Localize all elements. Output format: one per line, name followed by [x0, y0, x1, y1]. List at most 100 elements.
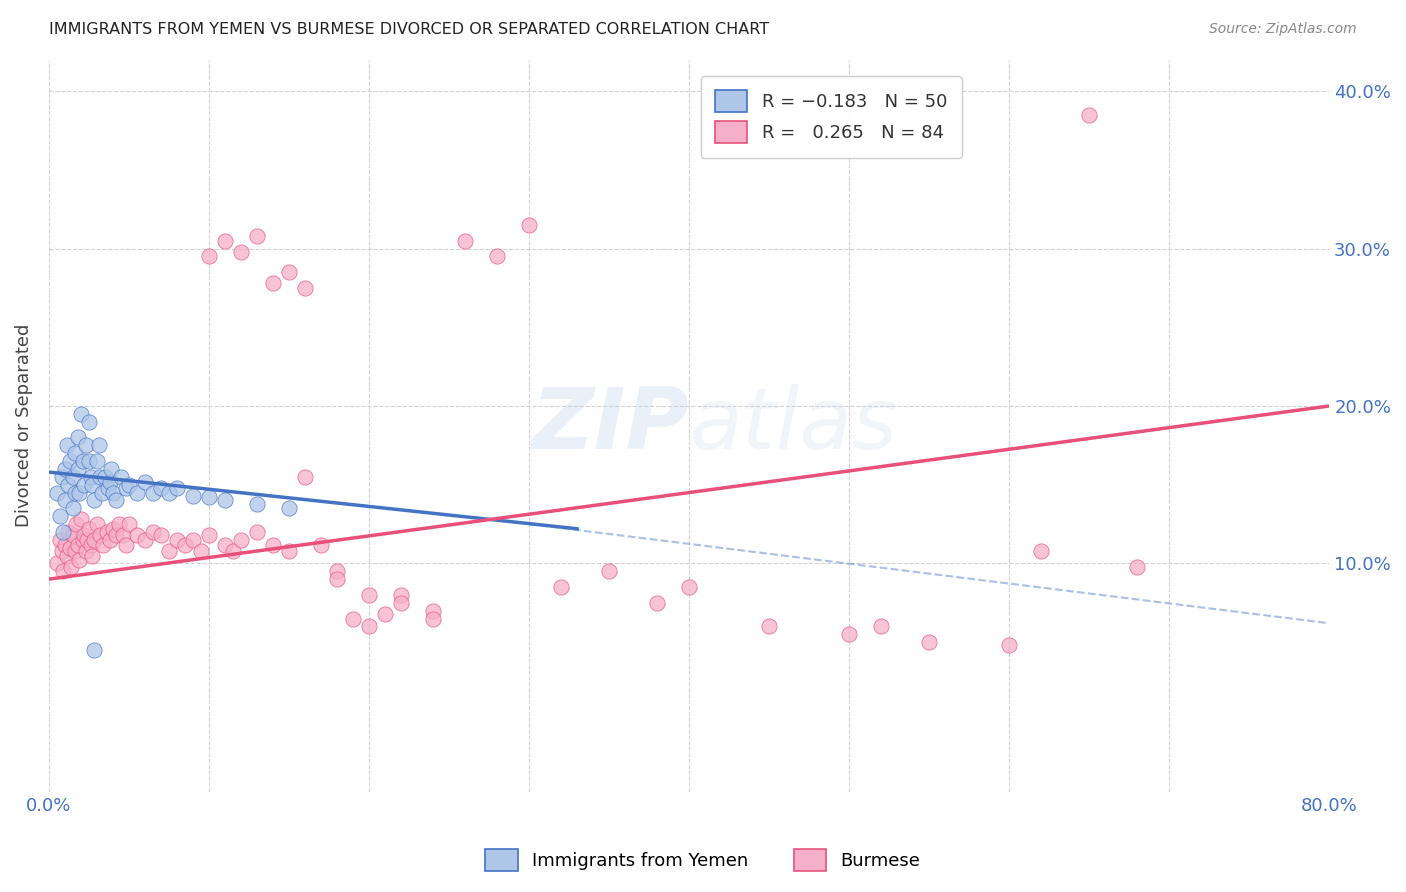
Point	[598, 564, 620, 578]
Point	[63, 544, 86, 558]
Point	[110, 470, 132, 484]
Point	[63, 446, 86, 460]
Point	[83, 643, 105, 657]
Point	[125, 485, 148, 500]
Point	[77, 522, 100, 536]
Point	[118, 477, 141, 491]
Point	[46, 485, 69, 500]
Point	[278, 544, 301, 558]
Point	[105, 528, 128, 542]
Point	[262, 537, 284, 551]
Point	[229, 533, 252, 547]
Point	[52, 524, 75, 539]
Point	[49, 533, 72, 547]
Point	[63, 485, 86, 500]
Point	[111, 528, 134, 542]
Point	[166, 533, 188, 547]
Point	[142, 524, 165, 539]
Point	[190, 544, 212, 558]
Point	[56, 524, 79, 539]
Point	[67, 485, 90, 500]
Point	[59, 541, 82, 555]
Point	[73, 477, 96, 491]
Legend: R = −0.183   N = 50, R =   0.265   N = 84: R = −0.183 N = 50, R = 0.265 N = 84	[700, 76, 962, 158]
Point	[246, 497, 269, 511]
Point	[55, 438, 77, 452]
Y-axis label: Divorced or Separated: Divorced or Separated	[15, 324, 32, 527]
Point	[70, 407, 93, 421]
Point	[214, 493, 236, 508]
Point	[214, 234, 236, 248]
Point	[77, 454, 100, 468]
Point	[86, 516, 108, 531]
Point	[1078, 108, 1101, 122]
Point	[56, 477, 79, 491]
Point	[79, 537, 101, 551]
Point	[294, 281, 316, 295]
Point	[93, 537, 115, 551]
Point	[181, 533, 204, 547]
Point	[174, 537, 197, 551]
Point	[357, 619, 380, 633]
Point	[678, 580, 700, 594]
Point	[486, 249, 509, 263]
Text: ZIP: ZIP	[531, 384, 689, 467]
Point	[65, 516, 87, 531]
Point	[101, 522, 124, 536]
Point	[51, 544, 73, 558]
Point	[51, 470, 73, 484]
Point	[222, 544, 245, 558]
Point	[309, 537, 332, 551]
Point	[83, 493, 105, 508]
Point	[77, 415, 100, 429]
Point	[125, 528, 148, 542]
Point	[645, 596, 668, 610]
Point	[374, 607, 396, 621]
Point	[517, 218, 540, 232]
Point	[53, 462, 76, 476]
Point	[89, 470, 111, 484]
Point	[62, 470, 84, 484]
Point	[454, 234, 477, 248]
Point	[97, 481, 120, 495]
Point	[198, 490, 221, 504]
Point	[246, 524, 269, 539]
Point	[87, 438, 110, 452]
Point	[82, 477, 104, 491]
Point	[198, 249, 221, 263]
Point	[326, 572, 349, 586]
Point	[96, 524, 118, 539]
Point	[59, 454, 82, 468]
Point	[55, 549, 77, 563]
Point	[82, 549, 104, 563]
Point	[998, 638, 1021, 652]
Point	[98, 533, 121, 547]
Point	[75, 438, 97, 452]
Point	[838, 627, 860, 641]
Point	[66, 462, 89, 476]
Point	[157, 544, 180, 558]
Point	[67, 553, 90, 567]
Point	[1126, 559, 1149, 574]
Point	[150, 481, 173, 495]
Text: Source: ZipAtlas.com: Source: ZipAtlas.com	[1209, 22, 1357, 37]
Point	[100, 462, 122, 476]
Point	[246, 228, 269, 243]
Point	[229, 244, 252, 259]
Point	[89, 528, 111, 542]
Point	[66, 430, 89, 444]
Point	[66, 537, 89, 551]
Point	[389, 588, 412, 602]
Point	[142, 485, 165, 500]
Point	[46, 557, 69, 571]
Point	[108, 516, 131, 531]
Point	[134, 475, 156, 489]
Point	[278, 265, 301, 279]
Point	[52, 564, 75, 578]
Point	[60, 559, 83, 574]
Point	[166, 481, 188, 495]
Point	[262, 276, 284, 290]
Point	[86, 454, 108, 468]
Point	[114, 537, 136, 551]
Point	[1031, 544, 1053, 558]
